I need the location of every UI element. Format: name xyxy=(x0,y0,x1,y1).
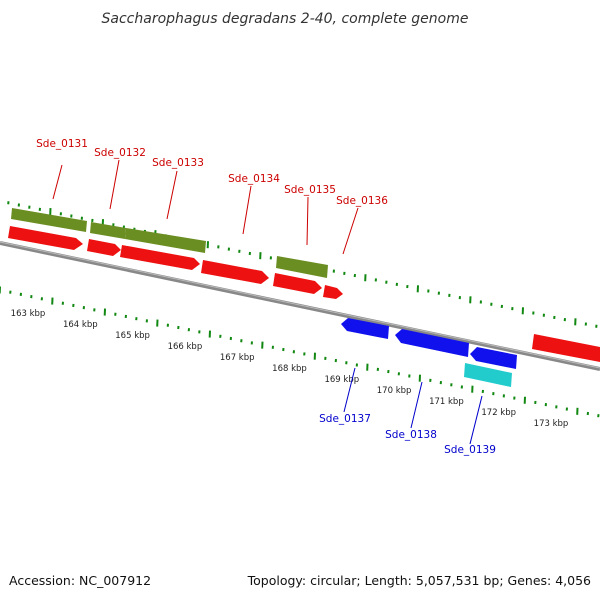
product-block[interactable] xyxy=(90,222,126,239)
gene-sde-0134[interactable] xyxy=(201,260,269,284)
reverse-gene-labels: Sde_0137 Sde_0138 Sde_0139 xyxy=(319,413,496,456)
product-block[interactable] xyxy=(276,256,328,278)
leader-line xyxy=(52,164,63,200)
map-title: Saccharophagus degradans 2-40, complete … xyxy=(102,11,469,27)
product-block[interactable] xyxy=(11,208,87,232)
gene-sde-0131[interactable] xyxy=(8,226,83,250)
forward-product-track xyxy=(11,208,328,278)
forward-gene-track xyxy=(8,226,600,362)
product-block-reverse[interactable] xyxy=(464,363,512,387)
leader-line xyxy=(469,395,483,445)
gene-sde-0132[interactable] xyxy=(87,239,121,256)
leader-line xyxy=(342,207,359,255)
gene-label-sde-0137[interactable]: Sde_0137 xyxy=(319,413,371,425)
gene-sde-0133[interactable] xyxy=(120,245,200,270)
gene-sde-0140[interactable] xyxy=(532,334,600,362)
scale-label: 166 kbp xyxy=(168,342,203,352)
leader-line xyxy=(242,185,252,235)
leader-line xyxy=(109,159,120,210)
scale-label: 172 kbp xyxy=(481,408,516,418)
scale-label: 168 kbp xyxy=(272,364,307,374)
gene-label-sde-0135[interactable]: Sde_0135 xyxy=(284,184,336,196)
reverse-label-leaders xyxy=(343,367,483,445)
gene-sde-0135[interactable] xyxy=(273,273,322,294)
scale-label: 164 kbp xyxy=(63,320,98,330)
gene-sde-0137[interactable] xyxy=(341,318,389,339)
scale-label: 163 kbp xyxy=(11,309,46,319)
forward-label-leaders xyxy=(52,159,359,255)
gene-label-sde-0133[interactable]: Sde_0133 xyxy=(152,157,204,169)
leader-line xyxy=(306,196,309,246)
reverse-gene-track xyxy=(341,318,517,369)
gene-label-sde-0132[interactable]: Sde_0132 xyxy=(94,147,146,159)
gene-sde-0136[interactable] xyxy=(323,285,343,299)
genome-backbone-highlight xyxy=(0,241,600,369)
leader-line xyxy=(166,170,178,220)
gene-label-sde-0138[interactable]: Sde_0138 xyxy=(385,429,437,441)
leader-line xyxy=(410,381,423,429)
scale-label: 171 kbp xyxy=(429,397,464,407)
accession-label: Accession: NC_007912 xyxy=(9,573,152,588)
gene-label-sde-0134[interactable]: Sde_0134 xyxy=(228,173,280,185)
genome-backbone xyxy=(0,241,600,371)
gene-sde-0138[interactable] xyxy=(395,329,469,357)
scale-label: 173 kbp xyxy=(534,419,569,429)
forward-gene-labels: Sde_0131 Sde_0132 Sde_0133 Sde_0134 Sde_… xyxy=(36,138,388,207)
product-block[interactable] xyxy=(125,228,206,253)
scale-label: 165 kbp xyxy=(115,331,150,341)
gene-sde-0139[interactable] xyxy=(470,347,517,369)
scale-labels: 163 kbp 164 kbp 165 kbp 166 kbp 167 kbp 168 k… xyxy=(11,309,569,429)
scale-label: 167 kbp xyxy=(220,353,255,363)
leader-line xyxy=(343,367,356,413)
scale-label: 169 kbp xyxy=(324,375,359,385)
gene-label-sde-0139[interactable]: Sde_0139 xyxy=(444,444,496,456)
gene-label-sde-0136[interactable]: Sde_0136 xyxy=(336,195,388,207)
scale-label: 170 kbp xyxy=(377,386,412,396)
gene-label-sde-0131[interactable]: Sde_0131 xyxy=(36,138,88,150)
lower-tick-track xyxy=(0,286,600,418)
genome-summary-label: Topology: circular; Length: 5,057,531 bp… xyxy=(247,573,591,588)
